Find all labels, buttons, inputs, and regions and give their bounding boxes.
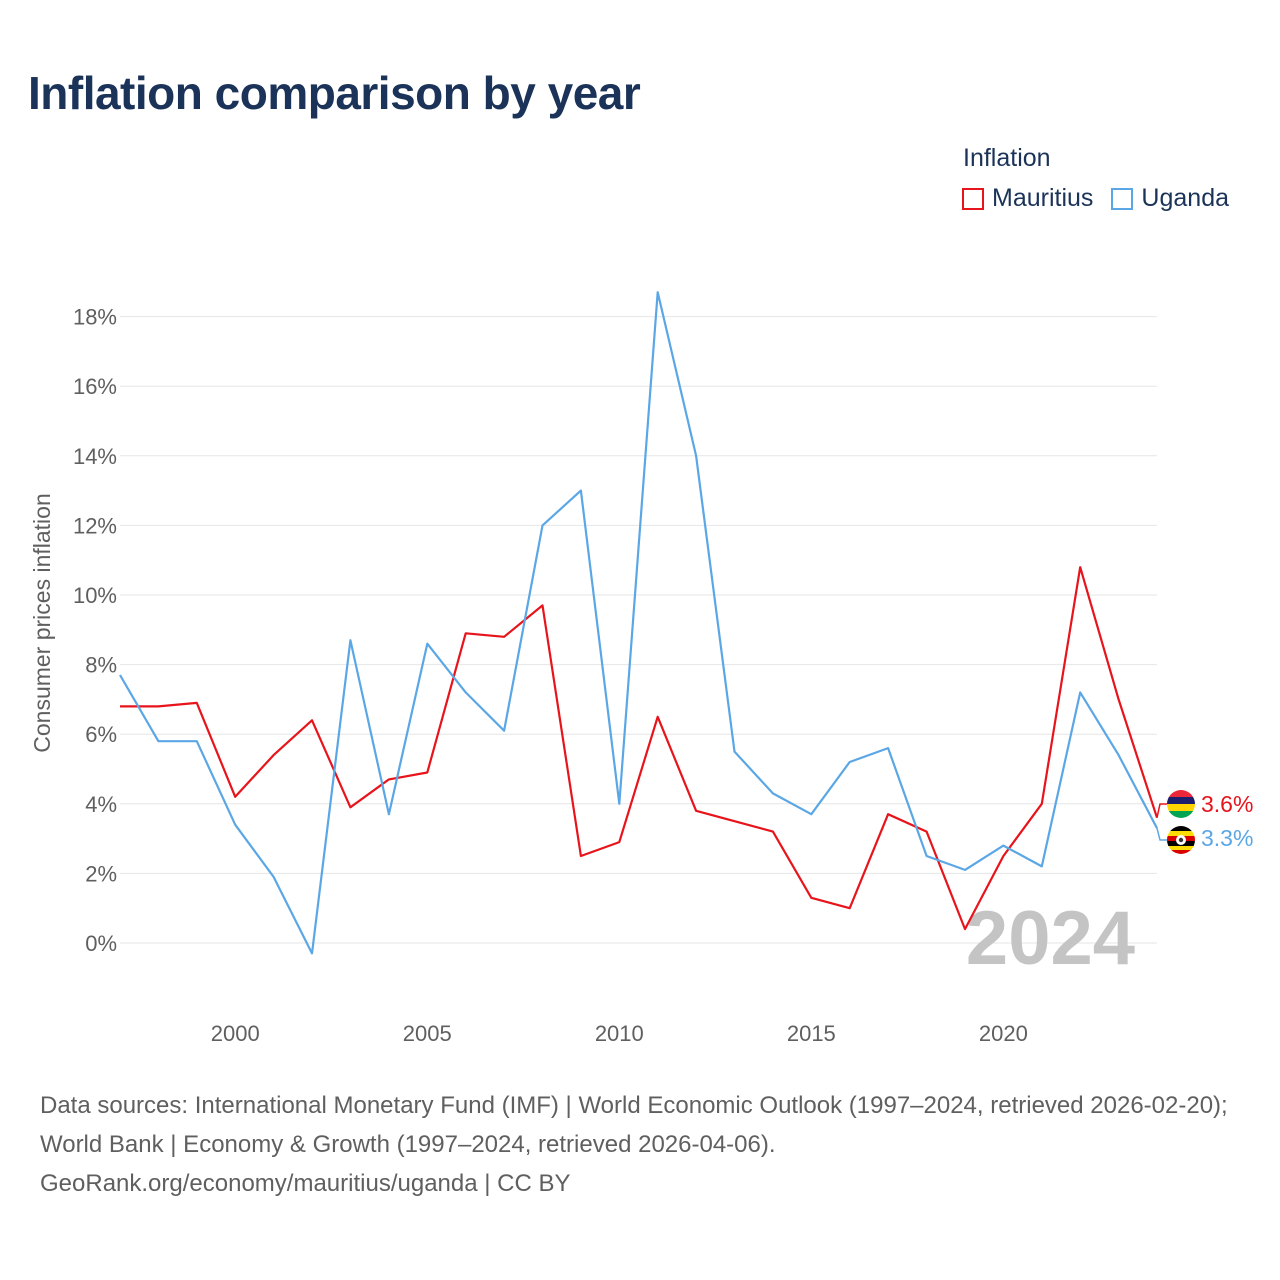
x-axis-ticks: 2000 2005 2010 2015 2020 <box>211 1021 1028 1046</box>
end-label-mauritius: 3.6% <box>1201 791 1253 817</box>
attribution-link[interactable]: GeoRank.org/economy/mauritius/uganda | C… <box>40 1170 571 1197</box>
legend-swatch-mauritius <box>962 187 984 210</box>
y-tick-label: 12% <box>73 513 117 538</box>
x-tick-label: 2005 <box>403 1021 452 1046</box>
y-tick-label: 0% <box>85 931 117 956</box>
series-lines <box>119 291 1159 955</box>
year-watermark: 2024 <box>966 896 1135 981</box>
series-line-mauritius <box>120 566 1159 931</box>
chart-title: Inflation comparison by year <box>28 67 641 119</box>
legend-swatch-uganda <box>1111 187 1134 210</box>
end-labels: 3.6% 3.3% <box>1156 790 1253 854</box>
y-tick-label: 14% <box>73 444 117 469</box>
end-label-uganda: 3.3% <box>1201 825 1253 851</box>
series-line-uganda <box>119 291 1158 955</box>
x-tick-label: 2015 <box>787 1021 836 1046</box>
y-axis-ticks: 0% 2% 4% 6% 8% 10% 12% 14% 16% 18% <box>73 305 117 956</box>
gridlines <box>120 316 1157 944</box>
y-tick-label: 2% <box>85 861 117 886</box>
uganda-flag-icon <box>1167 826 1195 854</box>
legend-item-uganda[interactable]: Uganda <box>1111 184 1229 213</box>
line-chart: 0%2%4%6%8%10%12%14%16%18% 2000 2005 2010 20… <box>29 291 1253 1046</box>
y-tick-label: 6% <box>85 722 117 747</box>
y-tick-label: 10% <box>73 583 117 608</box>
legend-label-uganda: Uganda <box>1141 184 1229 212</box>
legend: Mauritius Uganda <box>962 184 1247 213</box>
footer: Data sources: International Monetary Fun… <box>40 1086 1245 1203</box>
data-sources-text: Data sources: International Monetary Fun… <box>40 1092 1228 1158</box>
y-tick-label: 18% <box>73 305 117 330</box>
end-connector <box>1156 827 1167 841</box>
legend-item-mauritius[interactable]: Mauritius <box>962 184 1093 213</box>
x-tick-label: 2000 <box>211 1021 260 1046</box>
x-tick-label: 2020 <box>979 1021 1028 1046</box>
y-tick-label: 8% <box>85 653 117 678</box>
y-tick-label: 4% <box>85 792 117 817</box>
end-connector <box>1156 803 1167 818</box>
y-axis-label: Consumer prices inflation <box>29 493 55 753</box>
legend-title: Inflation <box>963 144 1051 172</box>
x-tick-label: 2010 <box>595 1021 644 1046</box>
legend-label-mauritius: Mauritius <box>992 184 1094 212</box>
y-tick-label: 16% <box>73 374 117 399</box>
mauritius-flag-icon <box>1167 790 1195 818</box>
